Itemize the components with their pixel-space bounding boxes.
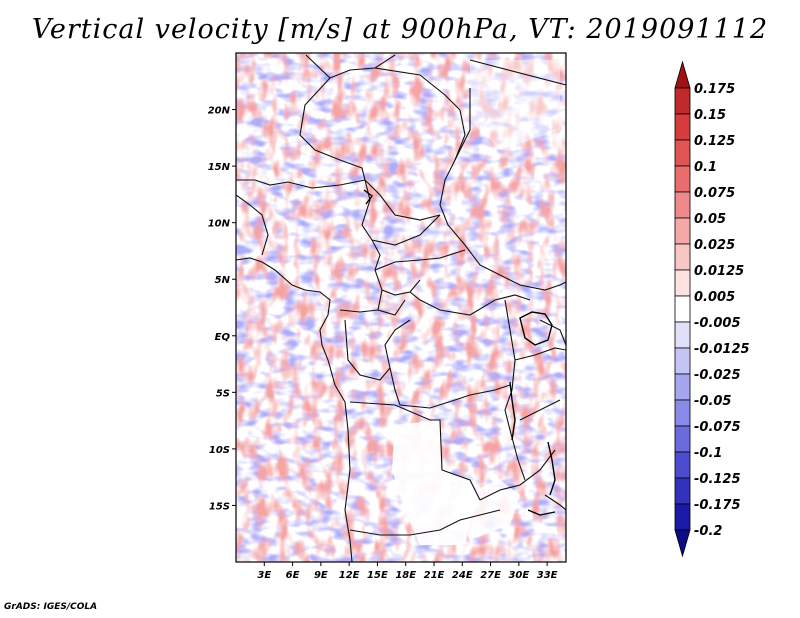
colorbar-label: 0.125 (694, 134, 735, 149)
lon-label: 27E (480, 570, 501, 581)
colorbar-swatch (674, 191, 691, 219)
colorbar-swatch (674, 295, 691, 323)
lat-label: EQ (215, 332, 231, 343)
colorbar-label: -0.1 (694, 446, 722, 461)
colorbar-swatch (674, 347, 691, 375)
lat-label: 5S (216, 388, 230, 399)
latitude-axis: 20N 15N 10N 5N EQ 5S 10S 15S (208, 106, 236, 512)
colorbar-swatch (674, 373, 691, 401)
lon-label: 21E (424, 570, 445, 581)
lat-label: 15N (208, 162, 231, 173)
lon-label: 15E (367, 570, 388, 581)
colorbar-label: -0.075 (694, 420, 741, 435)
colorbar-swatch (674, 425, 691, 453)
lat-label: 5N (215, 275, 231, 286)
lon-label: 24E (452, 570, 473, 581)
colorbar-label: 0.175 (694, 82, 735, 97)
colorbar-swatch (674, 269, 691, 297)
colorbar-swatch (674, 113, 691, 141)
colorbar-label: 0.005 (694, 290, 735, 305)
colorbar-swatch (674, 60, 691, 89)
colorbar-label: 0.1 (694, 160, 717, 175)
colorbar-swatch (674, 217, 691, 245)
colorbar-swatch (674, 165, 691, 193)
map-border (235, 52, 567, 563)
colorbar-label: 0.075 (694, 186, 735, 201)
lon-label: 6E (286, 570, 300, 581)
colorbar-swatch (674, 529, 691, 558)
colorbar-swatch (674, 243, 691, 271)
colorbar-swatch (674, 321, 691, 349)
lon-label: 12E (339, 570, 360, 581)
colorbar-label: -0.125 (694, 472, 741, 487)
longitude-axis: 3E 6E 9E 12E 15E 18E 21E 24E 27E 30E 33E (257, 562, 558, 581)
colorbar-label: -0.2 (694, 524, 722, 539)
colorbar-label: 0.15 (694, 108, 726, 123)
colorbar-label: 0.05 (694, 212, 726, 227)
lat-label: 10S (209, 445, 230, 456)
colorbar-label: -0.025 (694, 368, 741, 383)
colorbar-label: -0.175 (694, 498, 741, 513)
lon-label: 9E (314, 570, 328, 581)
lon-label: 18E (395, 570, 416, 581)
country-borders (236, 54, 566, 562)
chart-title: Vertical velocity [m/s] at 900hPa, VT: 2… (31, 14, 769, 45)
velocity-field (236, 53, 566, 562)
lon-label: 30E (508, 570, 529, 581)
grads-credit: GrADS: IGES/COLA (4, 602, 98, 612)
lat-label: 15S (209, 501, 230, 512)
colorbar-swatch (674, 503, 691, 531)
lon-label: 33E (537, 570, 558, 581)
colorbar-swatch (674, 451, 691, 479)
colorbar-label: 0.0125 (694, 264, 744, 279)
lon-label: 3E (257, 570, 271, 581)
colorbar-swatch (674, 87, 691, 115)
colorbar-swatch (674, 139, 691, 167)
colorbar-swatch (674, 477, 691, 505)
lakes (363, 189, 556, 516)
lat-label: 20N (208, 106, 231, 117)
lat-label: 10N (208, 219, 231, 230)
colorbar-label: -0.005 (694, 316, 741, 331)
colorbar-label: 0.025 (694, 238, 735, 253)
colorbar-label: -0.05 (694, 394, 731, 409)
colorbar-label: -0.0125 (694, 342, 750, 357)
colorbar-swatch (674, 399, 691, 427)
